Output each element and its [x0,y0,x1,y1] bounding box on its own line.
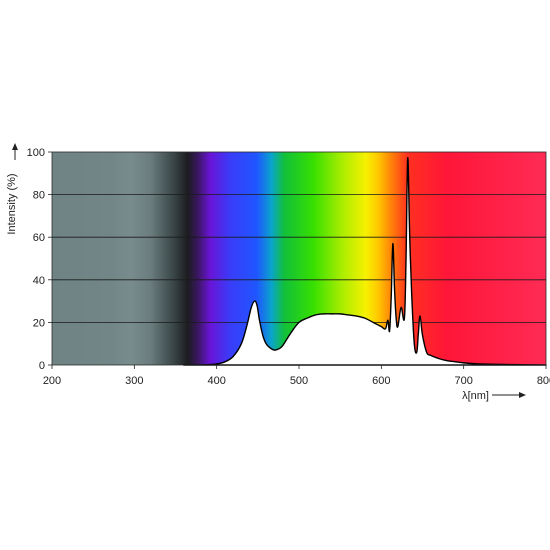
y-axis-arrow-head [12,143,18,150]
y-axis-label: Intensity (%) [6,173,18,234]
x-axis-arrow-head [519,392,526,398]
y-tick-label: 60 [33,232,45,244]
y-tick-label: 80 [33,190,45,202]
x-tick-label: 200 [43,375,61,387]
y-tick-label: 0 [39,360,45,372]
x-axis-label: λ[nm] [462,390,489,402]
grid-lines [52,194,546,323]
y-tick-label: 40 [33,275,45,287]
x-tick-label: 600 [372,375,390,387]
x-axis: 200 300 400 500 600 700 800 λ[nm] [43,365,550,402]
y-axis: 0 20 40 60 80 100 Intensity (%) [6,143,52,372]
plot-area [51,151,547,366]
x-tick-label: 300 [125,375,143,387]
y-tick-label: 20 [33,317,45,329]
x-tick-label: 800 [537,375,550,387]
x-tick-label: 400 [207,375,225,387]
x-tick-label: 700 [454,375,472,387]
x-tick-label: 500 [290,375,308,387]
spectrum-curve-series [183,157,547,366]
y-tick-label: 100 [27,147,45,159]
